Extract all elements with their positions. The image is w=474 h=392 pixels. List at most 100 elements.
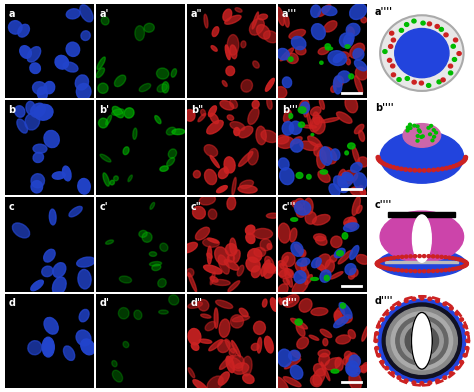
Text: d": d": [191, 298, 203, 308]
Circle shape: [389, 257, 392, 260]
Ellipse shape: [243, 374, 254, 383]
Ellipse shape: [233, 250, 240, 263]
Circle shape: [406, 126, 410, 129]
Ellipse shape: [152, 264, 161, 270]
Circle shape: [428, 381, 432, 385]
Ellipse shape: [172, 129, 185, 134]
Circle shape: [383, 162, 386, 166]
Ellipse shape: [204, 169, 217, 185]
Circle shape: [413, 270, 417, 273]
Ellipse shape: [324, 275, 329, 281]
Ellipse shape: [378, 249, 465, 278]
Ellipse shape: [238, 185, 257, 193]
Ellipse shape: [344, 33, 354, 45]
Circle shape: [412, 381, 416, 385]
Circle shape: [404, 299, 408, 303]
Ellipse shape: [319, 353, 329, 366]
Bar: [389, 212, 455, 217]
Ellipse shape: [64, 346, 75, 361]
Circle shape: [395, 167, 399, 170]
Ellipse shape: [291, 218, 298, 221]
Circle shape: [462, 160, 465, 163]
Ellipse shape: [210, 276, 218, 282]
Ellipse shape: [271, 267, 278, 273]
Ellipse shape: [386, 307, 457, 374]
Ellipse shape: [284, 359, 301, 369]
Ellipse shape: [241, 80, 253, 92]
Ellipse shape: [233, 363, 249, 374]
Ellipse shape: [310, 278, 319, 280]
Ellipse shape: [225, 339, 235, 353]
Circle shape: [437, 80, 441, 84]
Ellipse shape: [77, 257, 95, 267]
Circle shape: [447, 256, 451, 259]
Ellipse shape: [310, 107, 321, 116]
Ellipse shape: [219, 372, 229, 385]
Ellipse shape: [315, 236, 327, 245]
Ellipse shape: [274, 377, 289, 392]
Ellipse shape: [215, 247, 229, 265]
Circle shape: [431, 269, 435, 272]
Circle shape: [435, 131, 438, 134]
Circle shape: [400, 167, 403, 171]
Ellipse shape: [347, 27, 355, 36]
Ellipse shape: [297, 258, 310, 266]
Ellipse shape: [214, 308, 218, 328]
Ellipse shape: [160, 166, 168, 171]
Circle shape: [416, 140, 419, 142]
Circle shape: [395, 29, 449, 78]
Ellipse shape: [319, 98, 324, 109]
Ellipse shape: [312, 117, 325, 134]
Circle shape: [419, 130, 421, 133]
Ellipse shape: [331, 86, 336, 93]
Ellipse shape: [110, 180, 114, 185]
Circle shape: [388, 58, 392, 62]
Circle shape: [464, 156, 467, 159]
Circle shape: [397, 78, 401, 82]
Ellipse shape: [227, 115, 234, 120]
Ellipse shape: [218, 255, 229, 274]
Ellipse shape: [326, 47, 333, 50]
Circle shape: [441, 78, 445, 82]
Ellipse shape: [238, 151, 253, 167]
Circle shape: [428, 22, 431, 26]
Circle shape: [375, 262, 379, 265]
Ellipse shape: [193, 380, 208, 392]
Circle shape: [407, 127, 410, 129]
Circle shape: [443, 376, 447, 379]
Circle shape: [461, 259, 465, 262]
Ellipse shape: [30, 63, 40, 74]
Ellipse shape: [224, 167, 228, 173]
Ellipse shape: [403, 123, 441, 147]
Ellipse shape: [283, 110, 292, 122]
Ellipse shape: [336, 335, 351, 344]
Ellipse shape: [167, 158, 174, 166]
Ellipse shape: [304, 107, 308, 117]
Ellipse shape: [264, 31, 278, 43]
Circle shape: [444, 33, 448, 37]
Circle shape: [412, 80, 416, 84]
Circle shape: [455, 367, 459, 370]
Ellipse shape: [207, 246, 212, 264]
Ellipse shape: [52, 172, 65, 179]
Circle shape: [460, 161, 464, 165]
Ellipse shape: [359, 185, 365, 196]
Circle shape: [440, 167, 444, 171]
Text: b''': b''': [282, 105, 298, 115]
Ellipse shape: [123, 341, 129, 348]
Ellipse shape: [139, 83, 151, 92]
Circle shape: [457, 267, 460, 269]
Ellipse shape: [251, 343, 259, 350]
Circle shape: [454, 267, 457, 270]
Circle shape: [409, 127, 412, 129]
Ellipse shape: [305, 212, 316, 224]
Ellipse shape: [333, 54, 343, 63]
Ellipse shape: [277, 349, 292, 367]
Ellipse shape: [276, 261, 287, 277]
Ellipse shape: [299, 100, 309, 113]
Circle shape: [391, 307, 394, 310]
Ellipse shape: [112, 361, 117, 367]
Ellipse shape: [299, 122, 305, 127]
Ellipse shape: [330, 272, 343, 279]
Ellipse shape: [229, 348, 237, 356]
